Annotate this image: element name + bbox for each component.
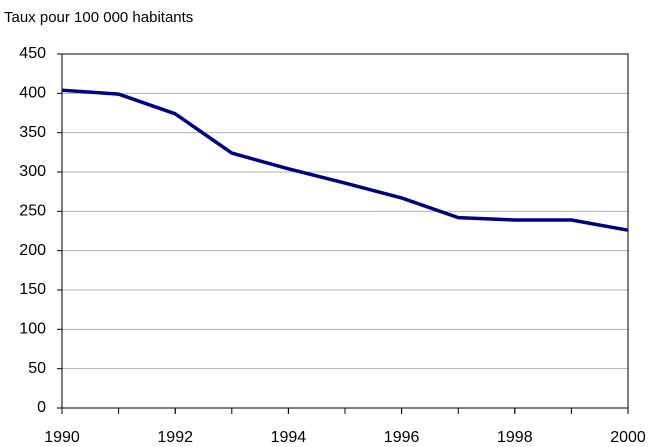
x-tick-label: 2000 bbox=[610, 429, 646, 446]
x-tick-label: 1996 bbox=[384, 429, 420, 446]
y-tick-label: 400 bbox=[19, 85, 46, 102]
y-tick-label: 0 bbox=[37, 399, 46, 416]
y-tick-label: 50 bbox=[28, 360, 46, 377]
y-tick-label: 250 bbox=[19, 203, 46, 220]
x-tick-label: 1994 bbox=[271, 429, 307, 446]
plot-border bbox=[61, 53, 629, 409]
y-tick-label: 150 bbox=[19, 281, 46, 298]
y-tick-label: 300 bbox=[19, 163, 46, 180]
y-tick-label: 350 bbox=[19, 124, 46, 141]
x-tick-label: 1990 bbox=[44, 429, 80, 446]
y-tick-label: 450 bbox=[19, 45, 46, 62]
x-tick-label: 1998 bbox=[497, 429, 533, 446]
data-line bbox=[61, 88, 629, 232]
y-tick-label: 200 bbox=[19, 242, 46, 259]
x-tick-label: 1992 bbox=[157, 429, 193, 446]
y-tick-label: 100 bbox=[19, 321, 46, 338]
y-axis-label: Taux pour 100 000 habitants bbox=[4, 9, 193, 26]
